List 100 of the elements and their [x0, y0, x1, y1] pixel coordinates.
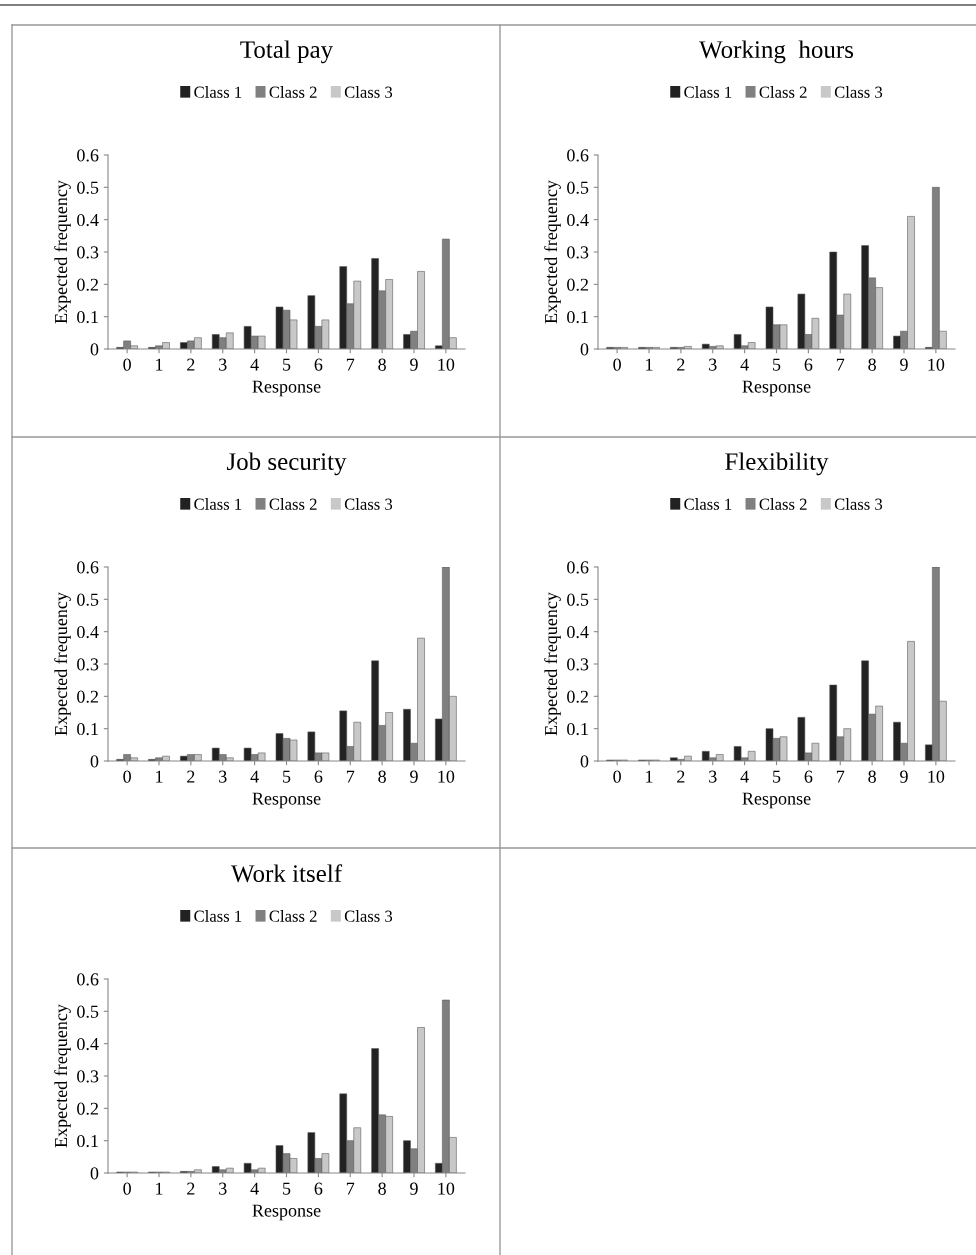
x-tick-label: 7	[836, 770, 845, 783]
x-tick-label: 9	[410, 358, 418, 371]
y-tick-label: 0.3	[77, 1070, 99, 1083]
x-tick-label: 6	[804, 358, 813, 371]
y-axis-title: Expected frequency	[54, 592, 71, 736]
y-tick-label: 0.4	[77, 1037, 99, 1051]
y-tick-label: 0.6	[77, 149, 99, 162]
x-tick-label: 9	[410, 1182, 418, 1195]
x-tick-label: 0	[613, 358, 621, 371]
x-tick-label: 8	[378, 770, 386, 783]
y-tick-label: 0.5	[77, 593, 99, 606]
legend-label: Class 3	[834, 86, 883, 98]
x-tick-label: 7	[346, 770, 355, 783]
legend-label: Class 3	[344, 86, 393, 98]
x-tick-label: 9	[900, 358, 908, 371]
x-tick-label: 8	[378, 1182, 386, 1195]
y-tick-label: 0.2	[567, 278, 588, 291]
x-tick-label: 3	[709, 358, 717, 371]
legend-label: Class 3	[344, 498, 393, 510]
x-tick-label: 4	[740, 358, 749, 371]
legend-label: Class 2	[269, 910, 317, 922]
legend-label: Class 2	[759, 86, 807, 98]
x-tick-label: 7	[346, 358, 355, 371]
legend-label: Class 3	[834, 498, 883, 510]
x-tick-label: 10	[438, 770, 455, 783]
chart-title: Working hours	[699, 40, 854, 64]
y-tick-label: 0.6	[567, 149, 589, 162]
y-tick-label: 0	[90, 755, 99, 768]
y-axis-title: Expected frequency	[544, 592, 561, 736]
y-tick-label: 0.3	[567, 246, 589, 259]
y-tick-label: 0.4	[77, 213, 99, 227]
legend-label: Class 2	[759, 498, 807, 510]
y-tick-label: 0.6	[77, 973, 99, 986]
x-tick-label: 10	[928, 358, 945, 371]
x-tick-label: 7	[346, 1182, 355, 1195]
x-axis-title: Response	[252, 1204, 321, 1221]
y-tick-label: 0.5	[567, 593, 589, 606]
x-tick-label: 5	[283, 770, 291, 783]
x-axis-title: Response	[252, 380, 321, 397]
y-tick-label: 0.5	[77, 181, 99, 194]
y-tick-label: 0	[90, 343, 99, 356]
x-tick-label: 2	[677, 770, 685, 783]
x-tick-label: 8	[868, 358, 876, 371]
x-tick-label: 9	[900, 770, 908, 783]
x-tick-label: 5	[283, 358, 291, 371]
legend-label: Class 1	[194, 498, 242, 510]
x-tick-label: 4	[250, 358, 259, 371]
y-tick-label: 0.4	[77, 625, 99, 639]
y-tick-label: 0.4	[567, 213, 589, 227]
legend-label: Class 1	[684, 498, 732, 510]
x-tick-label: 1	[646, 770, 653, 783]
legend-label: Class 2	[269, 86, 317, 98]
x-tick-label: 5	[773, 770, 781, 783]
x-tick-label: 6	[314, 770, 323, 783]
x-tick-label: 2	[187, 358, 195, 371]
y-tick-label: 0.1	[567, 310, 588, 324]
x-tick-label: 0	[123, 770, 131, 783]
y-tick-label: 0.2	[77, 690, 98, 703]
x-tick-label: 5	[773, 358, 781, 371]
legend-label: Class 3	[344, 910, 393, 922]
y-tick-label: 0.1	[567, 722, 588, 736]
legend-label: Class 2	[269, 498, 317, 510]
x-tick-label: 3	[219, 358, 227, 371]
y-tick-label: 0.3	[567, 658, 589, 671]
x-tick-label: 0	[123, 1182, 131, 1195]
legend-label: Class 1	[194, 86, 242, 98]
x-tick-label: 4	[250, 1182, 259, 1195]
y-axis-title: Expected frequency	[54, 1004, 71, 1148]
x-tick-label: 0	[613, 770, 621, 783]
chart-title: Flexibility	[725, 452, 829, 476]
y-tick-label: 0.5	[567, 181, 589, 194]
x-tick-label: 1	[646, 358, 653, 371]
x-tick-label: 8	[868, 770, 876, 783]
x-tick-label: 10	[438, 358, 455, 371]
chart-title: Total pay	[240, 40, 334, 64]
x-tick-label: 8	[378, 358, 386, 371]
x-tick-label: 4	[740, 770, 749, 783]
y-tick-label: 0.2	[567, 690, 588, 703]
x-tick-label: 1	[156, 358, 163, 371]
y-tick-label: 0	[90, 1167, 99, 1180]
x-tick-label: 9	[410, 770, 418, 783]
y-tick-label: 0.6	[77, 561, 99, 574]
x-axis-title: Response	[742, 380, 811, 397]
y-tick-label: 0	[580, 755, 589, 768]
y-tick-label: 0.2	[77, 1102, 98, 1115]
x-tick-label: 0	[123, 358, 131, 371]
y-tick-label: 0.3	[77, 246, 99, 259]
y-tick-label: 0	[580, 343, 589, 356]
x-tick-label: 10	[438, 1182, 455, 1195]
y-tick-label: 0.3	[77, 658, 99, 671]
legend-label: Class 1	[684, 86, 732, 98]
y-tick-label: 0.1	[77, 310, 98, 324]
chart-title: Work itself	[230, 864, 343, 883]
y-tick-label: 0.1	[77, 722, 98, 736]
x-tick-label: 2	[187, 1182, 195, 1195]
x-axis-title: Response	[252, 792, 321, 809]
x-tick-label: 2	[677, 358, 685, 371]
x-tick-label: 6	[314, 358, 323, 371]
y-axis-title: Expected frequency	[54, 180, 71, 324]
x-tick-label: 6	[314, 1182, 323, 1195]
